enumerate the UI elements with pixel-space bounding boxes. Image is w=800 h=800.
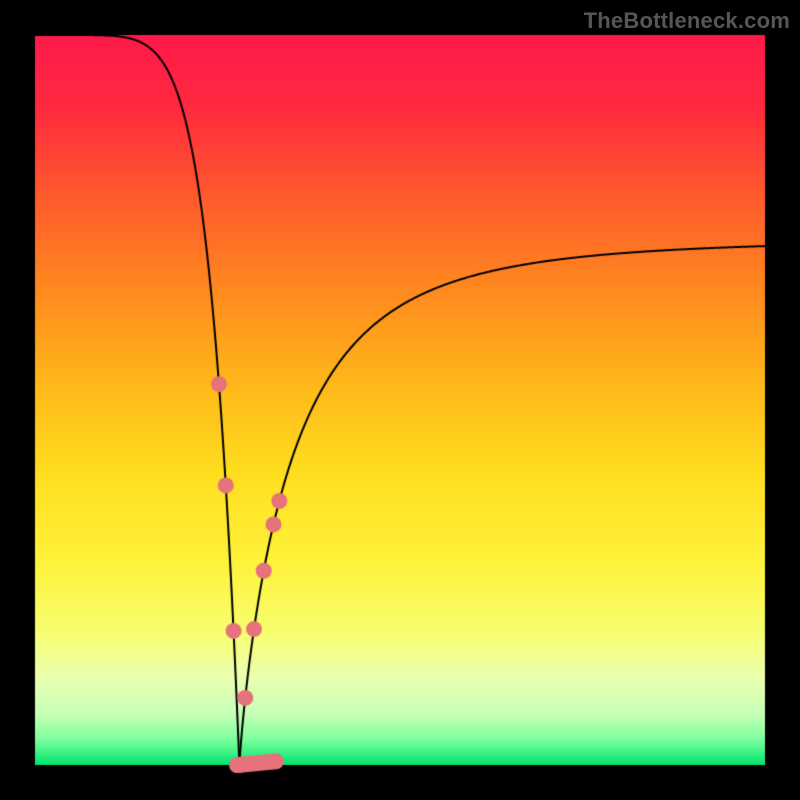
watermark-text: TheBottleneck.com [584,8,790,34]
bottleneck-chart-canvas [0,0,800,800]
stage: TheBottleneck.com [0,0,800,800]
